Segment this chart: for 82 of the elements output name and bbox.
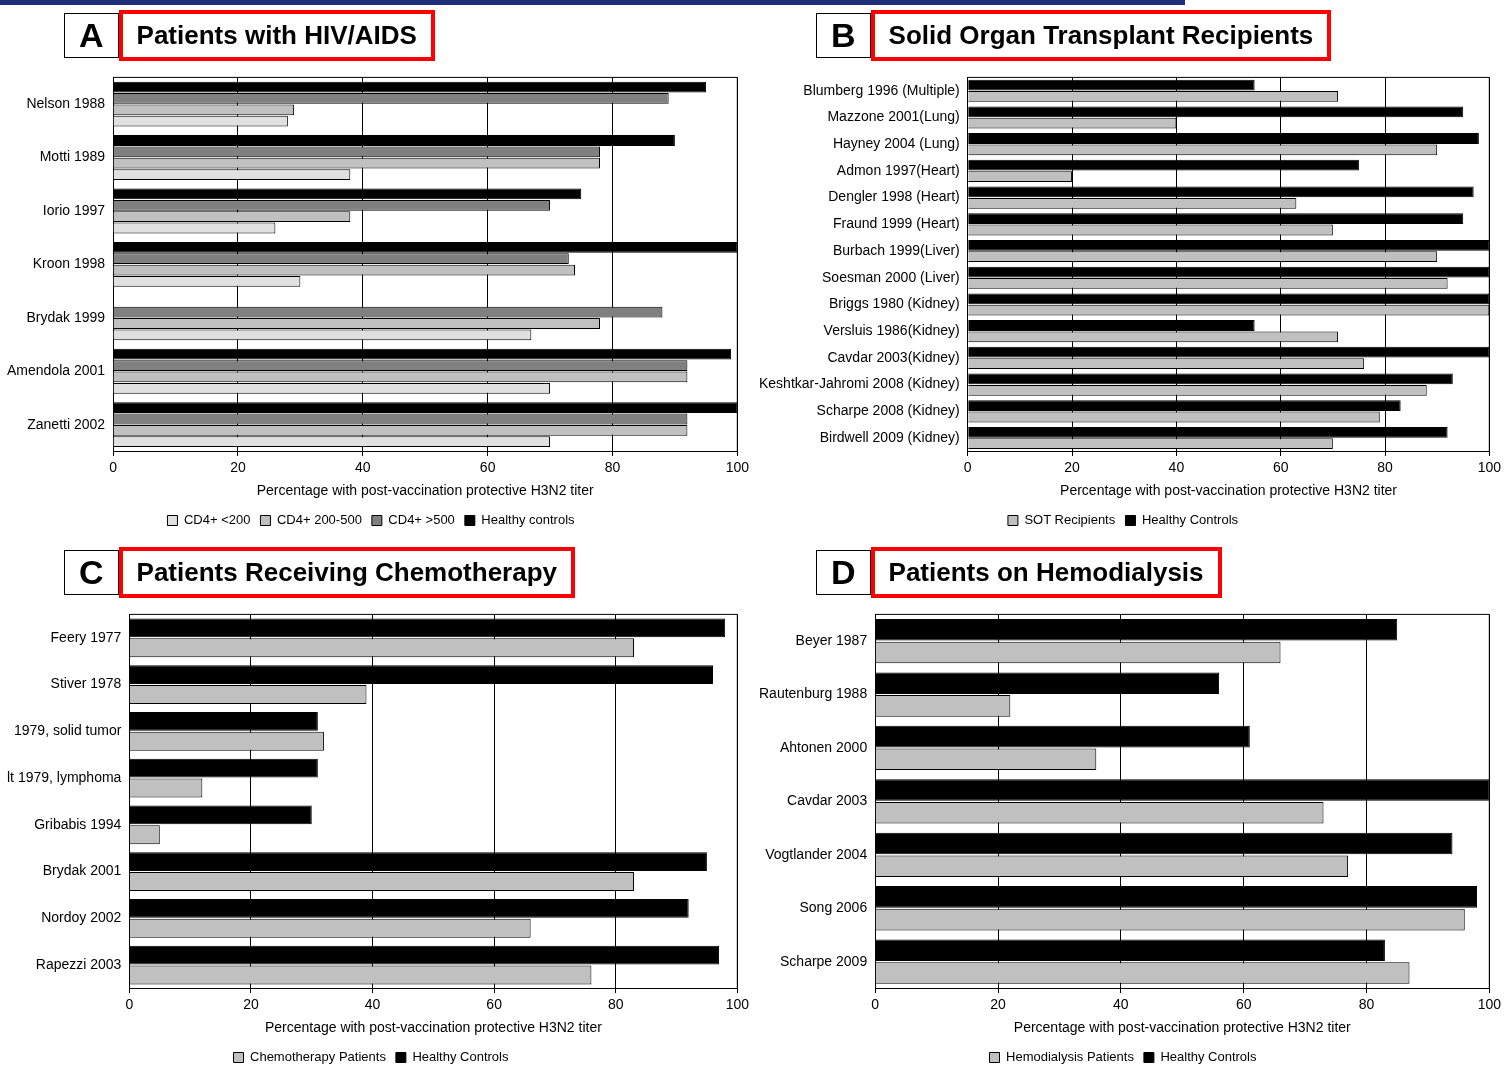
- y-tick-label: Amendola 2001: [7, 362, 106, 379]
- y-tick-label: Zanetti 2002: [27, 415, 106, 432]
- x-tick-label: 40: [1113, 995, 1129, 1012]
- y-tick-label: Versluis 1986(Kidney): [823, 322, 960, 339]
- y-tick-label: Birdwell 2009 (Kidney): [819, 428, 960, 445]
- x-axis-title: Percentage with post-vaccination protective H3N2 titer: [256, 482, 594, 499]
- y-tick-label: Keshtkar-Jahromi 2008 (Kidney): [758, 375, 960, 392]
- x-tick-label: 40: [364, 995, 381, 1012]
- x-tick-label: 100: [725, 458, 750, 475]
- y-tick-label: Rautenburg 1988: [759, 685, 868, 702]
- x-tick-label: 100: [1477, 458, 1502, 475]
- y-tick-label: lt 1979, lymphoma: [6, 768, 122, 785]
- y-tick-label: Vogtlander 2004: [765, 845, 868, 862]
- x-tick-label: 0: [871, 995, 880, 1012]
- y-tick-label: Feery 1977: [50, 628, 122, 645]
- legend-label: Healthy Controls: [1160, 1049, 1257, 1065]
- y-tick-label: Scharpe 2008 (Kidney): [816, 402, 960, 419]
- x-axis-title: Percentage with post-vaccination protective H3N2 titer: [1013, 1019, 1352, 1036]
- y-tick-label: Cavdar 2003: [787, 792, 868, 809]
- y-tick-label: Ahtonen 2000: [780, 738, 868, 755]
- x-axis-title: Percentage with post-vaccination protective H3N2 titer: [1060, 482, 1398, 499]
- y-tick-label: Rapezzi 2003: [35, 955, 122, 972]
- legend-label: SOT Recipients: [1024, 512, 1116, 528]
- y-tick-label: 1979, solid tumor: [13, 722, 122, 739]
- x-tick-label: 60: [1272, 458, 1289, 475]
- x-tick-label: 40: [1168, 458, 1185, 475]
- x-tick-label: 20: [243, 995, 259, 1012]
- x-tick-label: 0: [125, 995, 134, 1012]
- x-tick-label: 80: [1358, 995, 1375, 1012]
- y-tick-label: Dengler 1998 (Heart): [828, 188, 960, 205]
- y-tick-label: Gribabis 1994: [34, 815, 122, 832]
- x-tick-label: 80: [1377, 458, 1394, 475]
- chart-title: Patients Receiving Chemotherapy: [118, 546, 576, 598]
- y-tick-label: Scharpe 2009: [780, 952, 868, 969]
- y-tick-label: Cavdar 2003(Kidney): [827, 348, 960, 365]
- x-tick-label: 20: [230, 458, 246, 475]
- y-tick-label: Kroon 1998: [32, 255, 106, 272]
- y-tick-label: Iorio 1997: [42, 201, 106, 218]
- y-tick-label: Motti 1989: [39, 148, 106, 165]
- x-tick-label: 20: [1064, 458, 1081, 475]
- x-tick-label: 20: [990, 995, 1007, 1012]
- legend-label: Hemodialysis Patients: [1006, 1049, 1135, 1065]
- y-tick-label: Hayney 2004 (Lung): [832, 135, 960, 152]
- chart-title: Solid Organ Transplant Recipients: [870, 9, 1332, 61]
- text: A: [64, 12, 119, 58]
- x-tick-label: 0: [109, 458, 118, 475]
- x-tick-label: 0: [963, 458, 972, 475]
- x-tick-label: 80: [607, 995, 624, 1012]
- y-tick-label: Blumberg 1996 (Multiple): [803, 81, 960, 98]
- x-tick-label: 100: [1477, 995, 1502, 1012]
- legend-label: Healthy Controls: [1141, 512, 1239, 528]
- chart-title: Patients on Hemodialysis: [870, 546, 1222, 598]
- y-tick-label: Beyer 1987: [795, 631, 868, 648]
- y-tick-label: Brydak 1999: [26, 308, 106, 325]
- y-tick-label: Burbach 1999(Liver): [832, 241, 960, 258]
- y-tick-label: Admon 1997(Heart): [836, 161, 960, 178]
- x-tick-label: 60: [486, 995, 503, 1012]
- x-tick-label: 60: [479, 458, 496, 475]
- y-tick-label: Nelson 1988: [26, 94, 106, 111]
- legend-label: CD4+ <200: [183, 512, 251, 528]
- legend-label: Healthy controls: [481, 512, 576, 528]
- legend-label: Healthy Controls: [412, 1049, 509, 1065]
- text: C: [64, 549, 119, 595]
- x-tick-label: 80: [604, 458, 621, 475]
- text: D: [816, 549, 871, 595]
- y-tick-label: Song 2006: [799, 899, 868, 916]
- x-axis-title: Percentage with post-vaccination protective H3N2 titer: [264, 1019, 603, 1036]
- x-tick-label: 100: [725, 995, 750, 1012]
- y-tick-label: Brydak 2001: [42, 862, 122, 879]
- x-tick-label: 40: [354, 458, 371, 475]
- y-tick-label: Stiver 1978: [50, 675, 122, 692]
- y-tick-label: Nordoy 2002: [41, 909, 122, 926]
- legend-label: Chemotherapy Patients: [250, 1049, 387, 1065]
- text: B: [816, 12, 871, 58]
- x-tick-label: 60: [1235, 995, 1252, 1012]
- legend-label: CD4+ >500: [388, 512, 455, 528]
- y-tick-label: Soesman 2000 (Liver): [822, 268, 960, 285]
- chart-title: Patients with HIV/AIDS: [118, 9, 435, 61]
- legend-label: CD4+ 200-500: [276, 512, 362, 528]
- y-tick-label: Fraund 1999 (Heart): [832, 215, 960, 232]
- y-tick-label: Mazzone 2001(Lung): [827, 108, 960, 125]
- y-tick-label: Briggs 1980 (Kidney): [829, 295, 960, 312]
